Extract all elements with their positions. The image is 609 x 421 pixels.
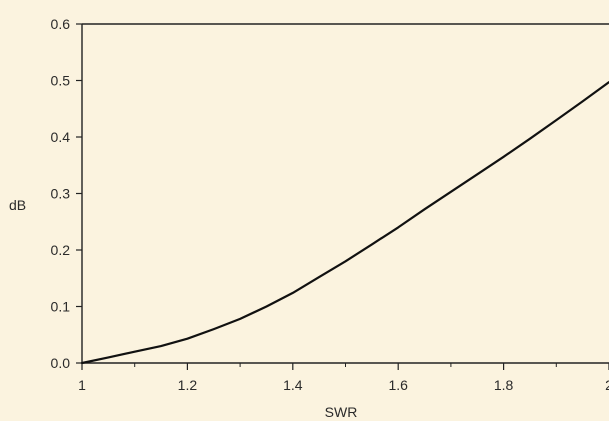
series-line [80, 81, 609, 365]
y-tick-label: 0.3 [51, 186, 71, 202]
axes [81, 23, 609, 364]
series-layer [80, 81, 609, 365]
y-tick-label: 0.5 [51, 73, 71, 89]
x-tick-label: 1.2 [178, 377, 198, 393]
x-tick-label: 1 [78, 377, 86, 393]
ticks [76, 23, 609, 370]
x-tick-label: 1.6 [388, 377, 408, 393]
y-tick-label: 0.0 [51, 355, 71, 371]
y-tick-label: 0.4 [51, 129, 71, 145]
x-tick-label: 1.4 [283, 377, 303, 393]
tick-labels: 0.0 0.1 0.2 0.3 0.4 0.5 0.6 1 1.2 1.4 1.6 1.8 2 [51, 16, 609, 393]
y-tick-label: 0.1 [51, 299, 71, 315]
y-axis-label: dB [9, 197, 26, 213]
y-tick-label: 0.2 [51, 242, 71, 258]
x-tick-label: 1.8 [494, 377, 514, 393]
x-tick-label: 2 [605, 377, 609, 393]
y-tick-label: 0.6 [51, 16, 71, 32]
x-axis-label: SWR [325, 404, 358, 420]
